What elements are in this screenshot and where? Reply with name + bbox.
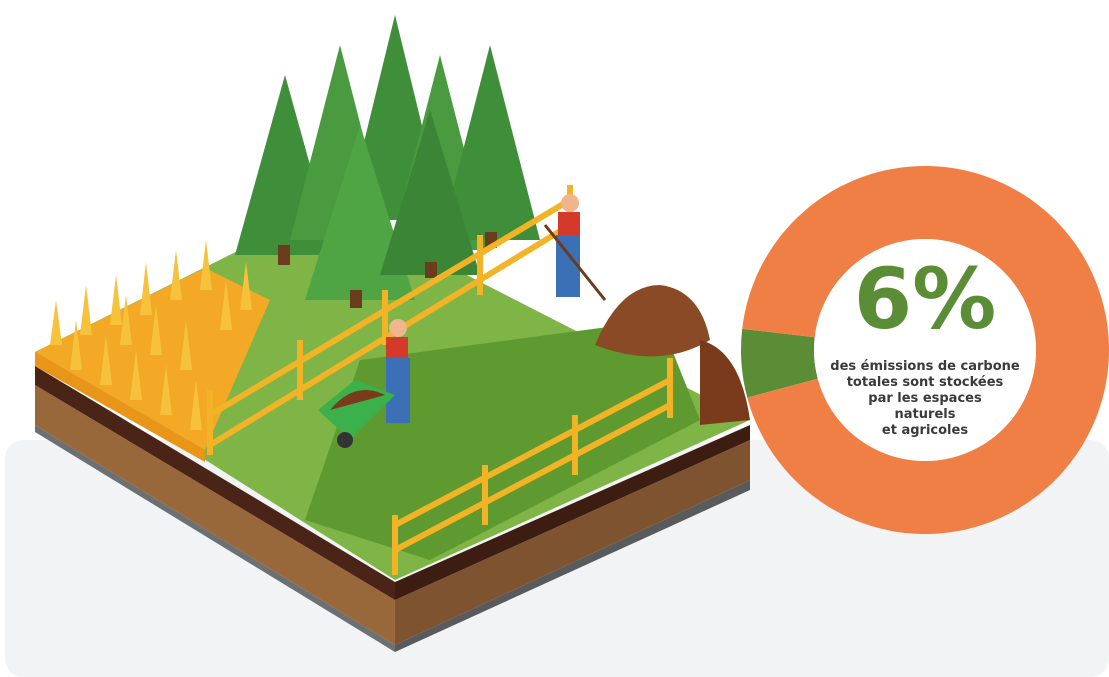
ground-layer (395, 480, 750, 652)
wheat-edge (35, 352, 205, 462)
soil-layer (395, 440, 750, 645)
donut-segment (741, 328, 818, 398)
topsoil-layer (395, 425, 750, 600)
soil-mound (595, 285, 710, 357)
annotation: naturels (895, 407, 956, 422)
soil-pile (700, 340, 750, 425)
donut-hole (814, 239, 1036, 461)
ground-layer (35, 425, 395, 652)
annotation: des émissions de carbone (830, 359, 1020, 374)
wheat-stalks (50, 240, 252, 430)
farm-illustration (35, 15, 750, 652)
fences (207, 185, 673, 575)
trees (235, 15, 540, 308)
topsoil-layer (35, 366, 395, 600)
annotation: et agricoles (882, 423, 968, 438)
soil-layer (35, 385, 395, 645)
annotation: totales sont stockées (847, 375, 1004, 390)
annotation: par les espaces (868, 391, 982, 406)
farmers (318, 194, 607, 448)
donut-segment (742, 166, 1109, 534)
value-label: 6% (854, 250, 997, 348)
